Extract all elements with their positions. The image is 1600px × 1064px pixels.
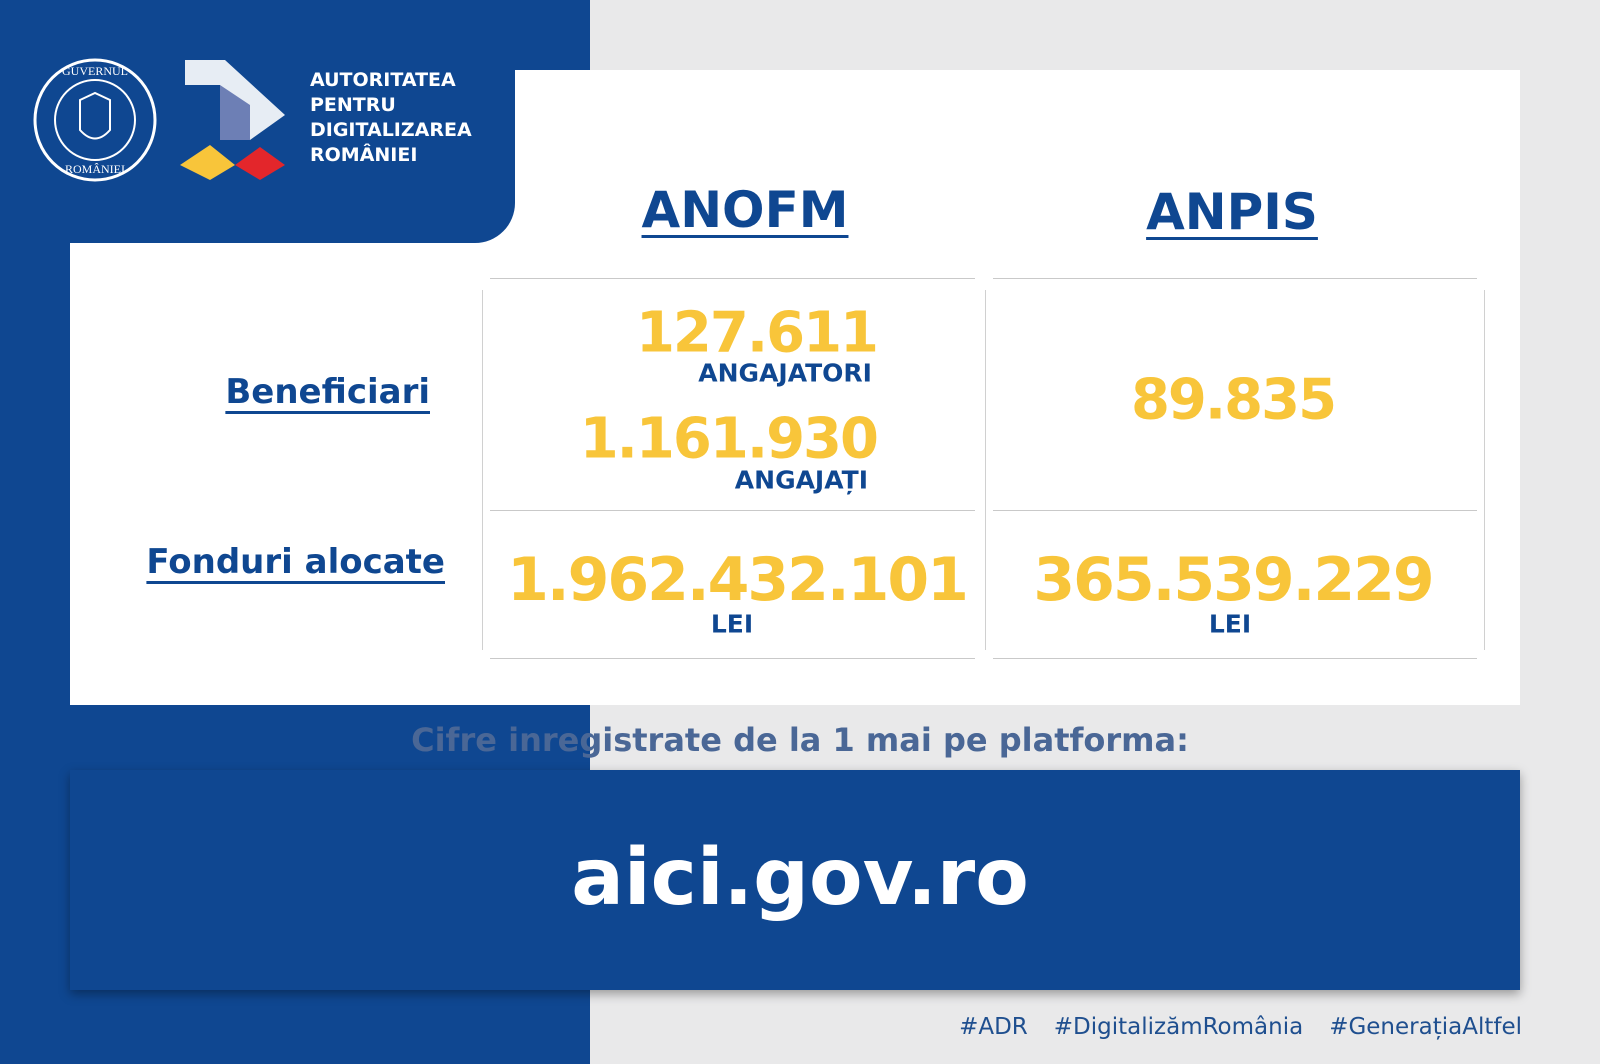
seal-crest (79, 91, 111, 140)
row-label: Beneficiari (225, 372, 430, 412)
rule (993, 658, 1477, 659)
value: 89.835 (1130, 367, 1337, 433)
org-line: DIGITALIZAREA (310, 119, 472, 141)
rule (490, 658, 975, 659)
org-line: ROMÂNIEI (310, 144, 418, 166)
unit: LEI (710, 609, 754, 639)
org-name: AUTORITATEA PENTRU DIGITALIZAREA ROMÂNIE… (310, 68, 472, 168)
org-line: PENTRU (310, 94, 396, 116)
org-line: AUTORITATEA (310, 69, 456, 91)
row-label: Fonduri alocate (146, 542, 445, 582)
rule (993, 278, 1477, 279)
hashtag[interactable]: #GenerațiaAltfel (1329, 1014, 1522, 1040)
seal-top: GUVERNUL (62, 64, 128, 78)
logos: GUVERNUL ROMÂNIEI (33, 58, 285, 182)
column-header: ANOFM (641, 181, 849, 239)
rule (482, 290, 483, 650)
column-header: ANPIS (1146, 183, 1318, 241)
rule (993, 510, 1477, 511)
site-box (70, 770, 1520, 990)
unit: LEI (1208, 609, 1252, 639)
hashtag[interactable]: #ADR (959, 1014, 1028, 1040)
value: 1.962.432.101 (507, 545, 969, 615)
unit: ANGAJAȚI (734, 465, 868, 495)
rule (490, 278, 975, 279)
site[interactable]: aici.gov.ro (571, 833, 1029, 923)
hashtag[interactable]: #DigitalizămRomânia (1053, 1014, 1304, 1040)
adr-red (235, 147, 285, 180)
adr-yellow (180, 145, 235, 180)
rule (985, 290, 986, 650)
caption: Cifre inregistrate de la 1 mai pe platfo… (411, 721, 1189, 759)
value: 1.161.930 (579, 406, 879, 472)
seal-bottom: ROMÂNIEI (65, 162, 125, 176)
value: 365.539.229 (1033, 545, 1434, 615)
rule (1484, 290, 1485, 650)
value: 127.611 (635, 300, 879, 366)
unit: ANGAJATORI (698, 358, 872, 388)
seal-inner (54, 79, 136, 161)
seal-ring (33, 58, 157, 182)
hashtags: #ADR #DigitalizămRomânia #GenerațiaAltfe… (959, 1014, 1522, 1040)
rule (490, 510, 975, 511)
adr-logo-part (220, 85, 250, 140)
